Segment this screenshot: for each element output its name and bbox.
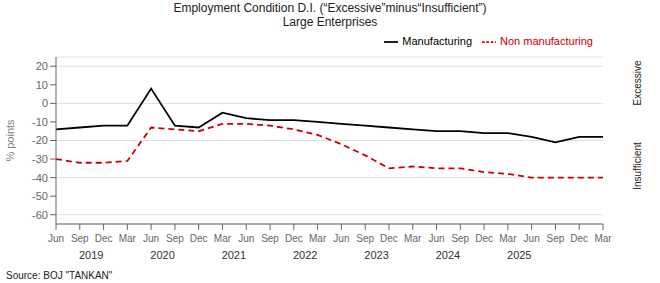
html-text:Non manufacturing: Non manufacturing: [500, 35, 593, 47]
svg-text:Mar: Mar: [214, 233, 232, 244]
svg-text:Jun: Jun: [238, 233, 254, 244]
html-text:Source: BOJ "TANKAN": Source: BOJ "TANKAN": [6, 270, 113, 281]
svg-text:Sep: Sep: [71, 233, 89, 244]
svg-text:2019: 2019: [79, 249, 103, 261]
html-text:Insufficient: Insufficient: [631, 142, 643, 190]
svg-text:Jun: Jun: [428, 233, 444, 244]
svg-text:-30: -30: [32, 153, 48, 165]
svg-text:Sep: Sep: [166, 233, 184, 244]
svg-text:Dec: Dec: [285, 233, 303, 244]
svg-text:Mar: Mar: [404, 233, 422, 244]
svg-text:2020: 2020: [150, 249, 174, 261]
svg-text:Mar: Mar: [594, 233, 612, 244]
html-text:Manufacturing: Manufacturing: [402, 35, 472, 47]
svg-text:% points: % points: [8, 119, 16, 162]
svg-text:-60: -60: [32, 209, 48, 221]
svg-text:-50: -50: [32, 190, 48, 202]
svg-text:2022: 2022: [293, 249, 317, 261]
svg-text:-10: -10: [32, 116, 48, 128]
svg-text:Dec: Dec: [570, 233, 588, 244]
svg-text:Sep: Sep: [547, 233, 565, 244]
svg-text:Mar: Mar: [119, 233, 137, 244]
svg-text:2023: 2023: [364, 249, 388, 261]
svg-text:Dec: Dec: [95, 233, 113, 244]
svg-text:Jun: Jun: [48, 233, 64, 244]
svg-text:Jun: Jun: [333, 233, 349, 244]
svg-text:Mar: Mar: [499, 233, 517, 244]
svg-text:-40: -40: [32, 172, 48, 184]
svg-text:2021: 2021: [222, 249, 246, 261]
svg-text:Dec: Dec: [475, 233, 493, 244]
svg-text:Mar: Mar: [309, 233, 327, 244]
svg-text:0: 0: [42, 97, 48, 109]
svg-text:-20: -20: [32, 134, 48, 146]
html-text:Employment Condition D.I. (“Ex: Employment Condition D.I. (“Excessive”mi…: [173, 1, 487, 15]
html-text:Excessive: Excessive: [631, 60, 643, 106]
svg-text:Sep: Sep: [451, 233, 469, 244]
svg-text:Jun: Jun: [524, 233, 540, 244]
svg-text:Sep: Sep: [261, 233, 279, 244]
svg-text:10: 10: [36, 79, 48, 91]
svg-text:20: 20: [36, 60, 48, 72]
svg-text:Dec: Dec: [190, 233, 208, 244]
html-text:Large Enterprises: Large Enterprises: [282, 15, 378, 29]
svg-text:2025: 2025: [507, 249, 531, 261]
svg-text:Jun: Jun: [143, 233, 159, 244]
svg-text:2024: 2024: [436, 249, 460, 261]
svg-text:Sep: Sep: [356, 233, 374, 244]
svg-text:Dec: Dec: [380, 233, 398, 244]
